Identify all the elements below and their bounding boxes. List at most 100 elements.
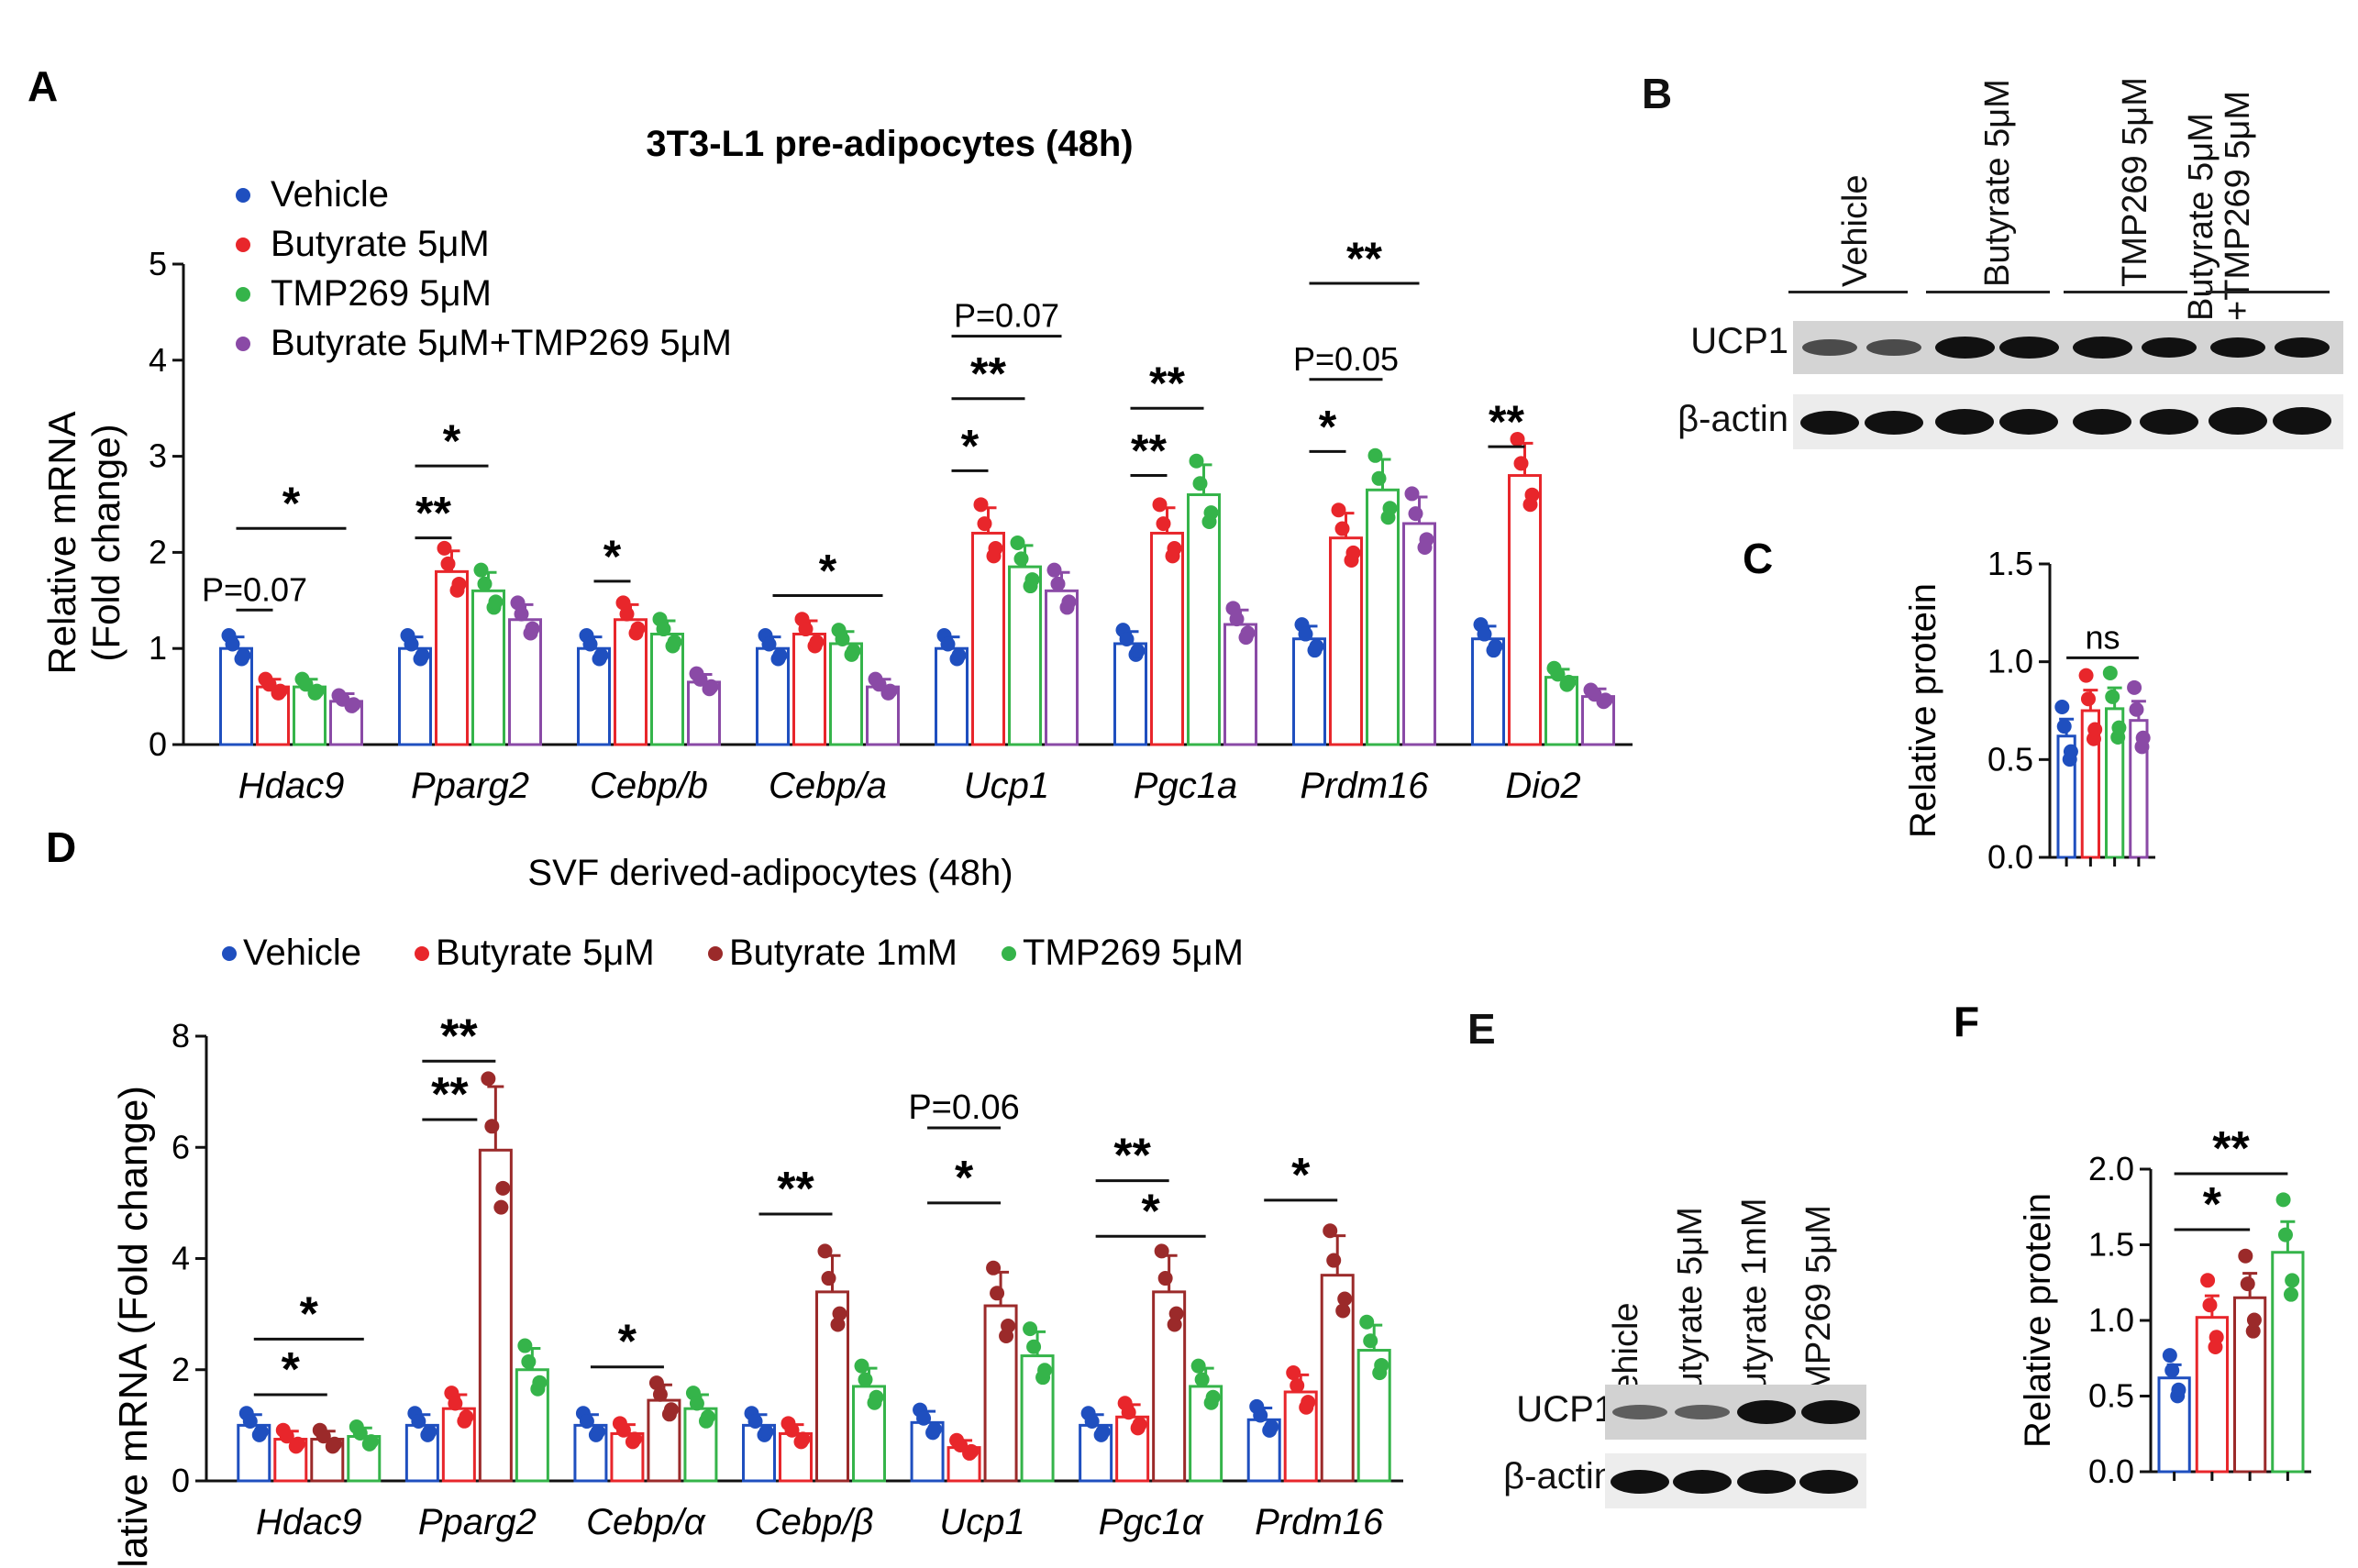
data-point xyxy=(1371,470,1387,486)
actin-band xyxy=(1737,1470,1796,1494)
data-point xyxy=(1419,532,1434,547)
significance-label: ** xyxy=(440,1010,478,1063)
significance-label: ** xyxy=(970,348,1006,400)
ucp1-band xyxy=(2210,337,2265,358)
data-point xyxy=(1301,1395,1316,1410)
ucp1-band xyxy=(1801,1400,1860,1424)
bar xyxy=(435,569,469,746)
data-point xyxy=(1050,576,1066,591)
data-point xyxy=(1157,1271,1173,1286)
data-point xyxy=(858,1372,873,1387)
data-point xyxy=(871,677,887,692)
data-point xyxy=(279,1429,294,1444)
significance-label: * xyxy=(1291,1149,1311,1202)
data-point xyxy=(363,1434,379,1450)
data-point xyxy=(510,595,526,611)
data-point xyxy=(1013,551,1029,567)
x-tick-label: Ucp1 xyxy=(939,1502,1024,1542)
data-point xyxy=(1510,431,1525,447)
data-point xyxy=(2246,1312,2262,1328)
data-point xyxy=(2087,722,2103,737)
ucp1-band xyxy=(1737,1400,1796,1424)
data-point xyxy=(1194,1372,1210,1387)
data-point xyxy=(692,671,708,687)
data-point xyxy=(411,1414,426,1430)
ucp1-blot xyxy=(1793,321,2343,374)
data-point xyxy=(1477,626,1492,642)
data-point xyxy=(1205,1389,1221,1405)
data-point xyxy=(1190,1358,1206,1374)
actin-band xyxy=(1611,1470,1669,1494)
data-point xyxy=(615,595,631,611)
bar xyxy=(614,618,648,746)
actin-band xyxy=(1999,409,2058,435)
data-point xyxy=(772,647,788,663)
actin-band xyxy=(1865,411,1923,435)
lane-label: TMP269 5μM xyxy=(2116,77,2154,287)
bar xyxy=(1008,565,1042,746)
significance-label: ** xyxy=(1489,396,1524,447)
data-point xyxy=(2277,1227,2293,1242)
ucp1-band xyxy=(1866,339,1921,356)
data-point xyxy=(1309,639,1324,655)
data-point xyxy=(1156,516,1171,532)
data-point xyxy=(619,606,635,622)
y-tick-label: 0 xyxy=(149,725,167,763)
legend-label: TMP269 5μM xyxy=(271,273,492,314)
y-tick-label: 1.0 xyxy=(1987,643,2033,680)
bar xyxy=(1150,531,1184,746)
bar xyxy=(1402,522,1436,746)
y-axis-label: Relative protein xyxy=(1903,583,1943,838)
data-point xyxy=(437,540,452,556)
actin-band xyxy=(2140,409,2198,435)
data-point xyxy=(835,632,850,647)
significance-label: ** xyxy=(1346,233,1382,284)
bar xyxy=(1508,474,1542,746)
data-point xyxy=(927,1421,943,1437)
legend-marker xyxy=(1002,946,1016,961)
data-point xyxy=(652,1386,668,1402)
data-point xyxy=(1152,497,1168,513)
y-tick-label: 1 xyxy=(149,629,167,667)
y-tick-label: 0.5 xyxy=(1987,740,2033,778)
significance-label: * xyxy=(603,531,622,582)
data-point xyxy=(309,683,325,699)
lane-divider xyxy=(2064,291,2187,293)
data-point xyxy=(1598,692,1613,708)
data-point xyxy=(532,1375,548,1390)
data-point xyxy=(1524,487,1540,502)
data-point xyxy=(2238,1248,2253,1264)
ucp1-band xyxy=(1802,339,1857,356)
western-blot-b: B Vehicle Butyrate 5μM TMP269 5μM Butyra… xyxy=(1633,18,2348,458)
data-point xyxy=(1026,1339,1042,1354)
y-tick-label: 2 xyxy=(172,1351,190,1388)
data-point xyxy=(1130,643,1146,658)
data-point xyxy=(1408,506,1423,522)
data-point xyxy=(784,1422,800,1438)
data-point xyxy=(2111,720,2127,735)
data-point xyxy=(615,1422,631,1438)
panel-label: F xyxy=(1954,999,1979,1045)
y-tick-label: 0.5 xyxy=(2088,1377,2134,1415)
data-point xyxy=(2078,668,2094,683)
data-point xyxy=(761,636,777,652)
data-point xyxy=(1154,1243,1169,1259)
x-tick-label: Prdm16 xyxy=(1255,1502,1384,1542)
data-point xyxy=(830,1317,846,1332)
legend-label: Vehicle xyxy=(243,933,361,973)
data-point xyxy=(590,1424,605,1440)
data-point xyxy=(1240,625,1256,641)
data-point xyxy=(327,1436,342,1452)
data-point xyxy=(1367,447,1383,463)
chart-d: D SVF derived-adipocytes (48h) Relative mR… xyxy=(46,825,1403,1568)
lane-label: Butyrate 5μM +TMP269 5μM xyxy=(2182,90,2257,321)
legend-label: Butyrate 5μM xyxy=(436,933,655,973)
significance-label: ** xyxy=(1149,358,1185,409)
data-point xyxy=(1061,594,1077,610)
data-point xyxy=(1253,1408,1268,1423)
significance-label: * xyxy=(300,1287,319,1341)
data-point xyxy=(521,1354,537,1370)
blot-row-label-ucp1: UCP1 xyxy=(1516,1389,1614,1430)
significance-label: * xyxy=(2203,1178,2222,1231)
data-point xyxy=(626,1431,642,1447)
